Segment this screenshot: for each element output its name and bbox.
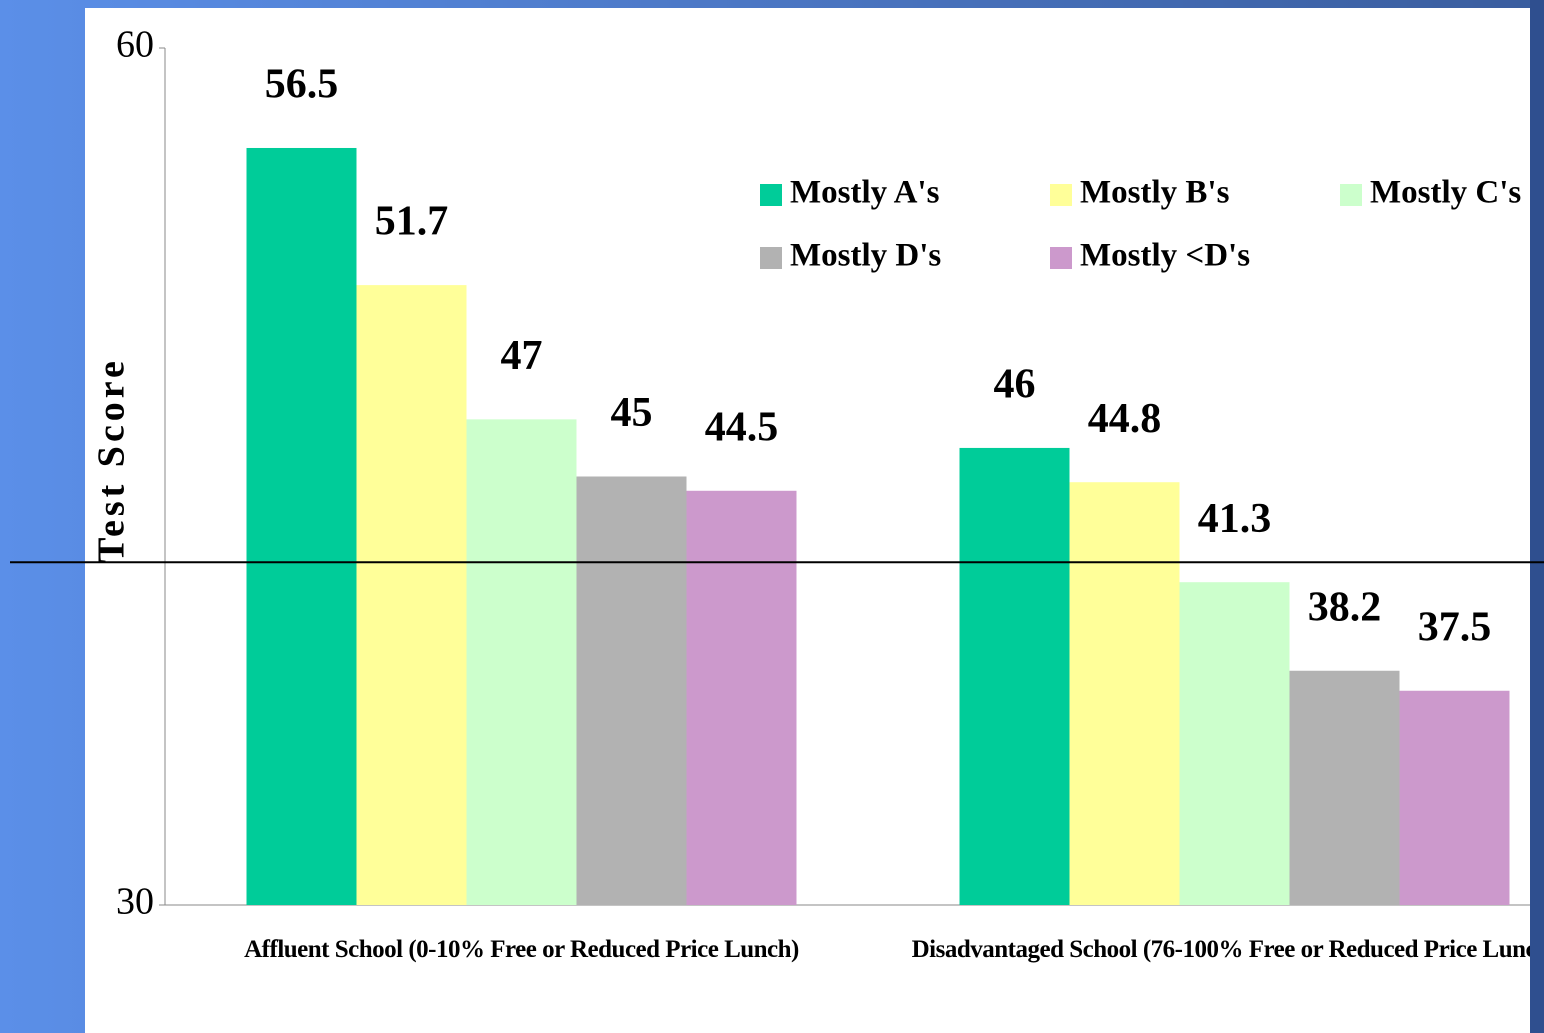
y-tick-label: 30 [116,881,154,923]
value-label: 44.5 [705,404,779,450]
x-tick-label: Affluent School (0-10% Free or Reduced P… [244,936,799,963]
legend-swatch [1050,247,1072,269]
bar [686,490,797,905]
y-axis-title: Test Score [91,357,133,563]
bar [1179,582,1290,905]
bar [1069,482,1180,905]
bar [466,419,577,905]
value-label: 41.3 [1198,496,1272,542]
legend-label: Mostly <D's [1080,238,1250,274]
value-label: 47 [501,333,543,379]
x-tick-label: Disadvantaged School (76-100% Free or Re… [911,936,1530,963]
value-label: 46 [994,362,1036,408]
legend-label: Mostly D's [790,238,941,274]
legend-swatch [1050,184,1072,206]
chart-panel: Test Score 30 60 56.5 51.7 47 45 44.5 46 44.8 41.… [85,8,1530,1033]
legend-swatch [760,247,782,269]
legend-swatch [760,184,782,206]
bar [246,147,357,905]
value-label: 56.5 [265,62,339,108]
value-label: 51.7 [375,199,449,245]
bar [576,476,687,905]
value-label: 38.2 [1308,584,1382,630]
bar [1289,670,1400,905]
value-label: 45 [611,390,653,436]
value-label: 37.5 [1418,604,1492,650]
legend-swatch [1340,184,1362,206]
y-tick-label: 60 [116,24,154,66]
legend-label: Mostly B's [1080,175,1230,211]
value-label: 44.8 [1088,396,1162,442]
bar [1399,690,1510,905]
legend-label: Mostly A's [790,175,940,211]
chart: Test Score 30 60 56.5 51.7 47 45 44.5 46 44.8 41.… [91,24,1530,923]
bar [356,285,467,905]
legend-label: Mostly C's [1370,175,1521,211]
right-edge [1530,0,1544,1033]
bar [959,447,1070,905]
